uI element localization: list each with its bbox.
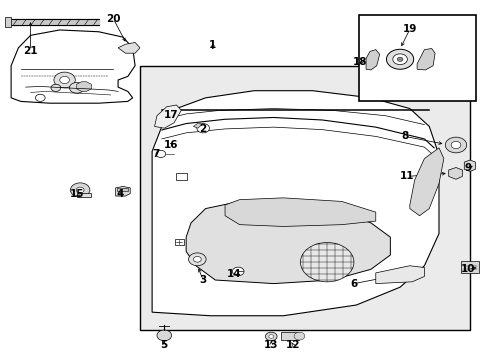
Text: 20: 20 <box>106 14 120 23</box>
Bar <box>460 261 478 273</box>
Circle shape <box>232 267 244 276</box>
Text: 1: 1 <box>209 40 216 50</box>
Polygon shape <box>463 160 474 171</box>
Polygon shape <box>366 50 379 70</box>
Text: 10: 10 <box>460 264 474 274</box>
Circle shape <box>51 84 61 91</box>
Polygon shape <box>409 148 443 216</box>
Polygon shape <box>11 30 135 103</box>
Circle shape <box>386 49 413 69</box>
Text: 18: 18 <box>352 57 366 67</box>
Circle shape <box>69 82 84 93</box>
Text: 6: 6 <box>349 279 357 289</box>
Polygon shape <box>154 105 181 128</box>
Bar <box>140 66 468 330</box>
Circle shape <box>54 72 75 88</box>
Circle shape <box>188 253 205 266</box>
Text: 17: 17 <box>164 110 179 120</box>
Polygon shape <box>77 82 91 91</box>
Bar <box>77 193 91 197</box>
Text: 2: 2 <box>199 124 206 134</box>
Bar <box>358 15 475 102</box>
Polygon shape <box>224 198 375 226</box>
Circle shape <box>293 332 304 340</box>
Bar <box>175 239 183 245</box>
Circle shape <box>193 256 201 262</box>
Circle shape <box>300 243 353 282</box>
Circle shape <box>157 330 171 341</box>
Circle shape <box>450 141 460 149</box>
Circle shape <box>197 123 209 133</box>
Circle shape <box>268 335 273 338</box>
Text: 15: 15 <box>69 189 84 199</box>
Circle shape <box>265 332 277 341</box>
Text: 19: 19 <box>402 24 416 34</box>
Text: 5: 5 <box>161 340 167 350</box>
Circle shape <box>35 94 45 102</box>
Text: 16: 16 <box>163 140 178 150</box>
Bar <box>281 332 299 340</box>
Polygon shape <box>152 91 438 316</box>
Text: 4: 4 <box>117 189 124 199</box>
Bar <box>176 173 187 180</box>
Text: 7: 7 <box>152 149 160 159</box>
Circle shape <box>392 54 407 64</box>
Polygon shape <box>186 202 389 284</box>
Text: 9: 9 <box>464 163 471 173</box>
Text: 3: 3 <box>199 275 206 285</box>
Polygon shape <box>375 266 424 284</box>
Text: 8: 8 <box>401 131 408 141</box>
Polygon shape <box>416 49 434 70</box>
Text: 21: 21 <box>23 46 38 56</box>
Polygon shape <box>5 17 11 27</box>
Circle shape <box>156 150 165 157</box>
Text: 12: 12 <box>285 340 300 350</box>
Circle shape <box>445 137 466 153</box>
Polygon shape <box>448 167 461 179</box>
Polygon shape <box>116 186 130 196</box>
Circle shape <box>70 183 90 197</box>
Circle shape <box>60 76 69 84</box>
Circle shape <box>76 187 84 193</box>
Text: 14: 14 <box>226 269 241 279</box>
Polygon shape <box>118 42 140 53</box>
Polygon shape <box>193 123 201 128</box>
Text: 13: 13 <box>264 340 278 350</box>
Circle shape <box>396 57 402 62</box>
Text: 11: 11 <box>399 171 414 181</box>
Bar <box>117 188 127 192</box>
